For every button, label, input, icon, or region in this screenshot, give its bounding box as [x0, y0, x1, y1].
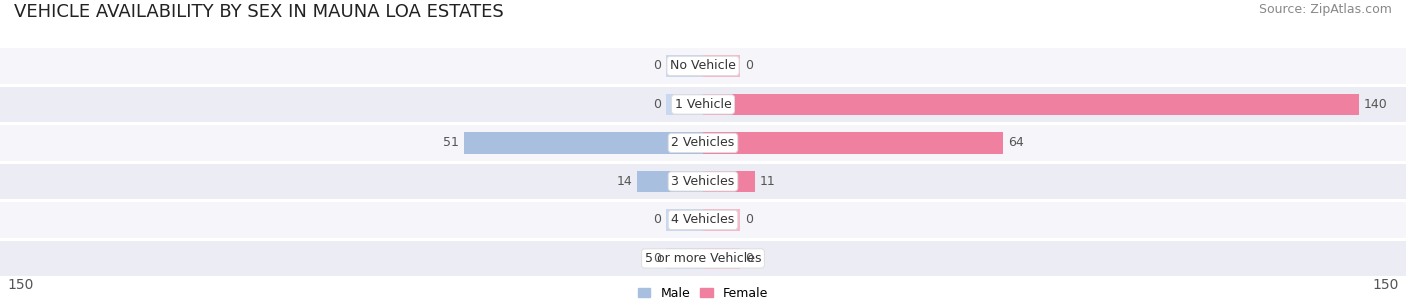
Text: 0: 0 [652, 98, 661, 111]
Bar [0, 87, 1406, 122]
Text: 4 Vehicles: 4 Vehicles [672, 213, 734, 226]
Text: 150: 150 [7, 278, 34, 293]
Bar [665, 209, 703, 230]
Text: 5 or more Vehicles: 5 or more Vehicles [645, 252, 761, 265]
Bar [703, 171, 755, 192]
Text: 3 Vehicles: 3 Vehicles [672, 175, 734, 188]
Text: 51: 51 [443, 136, 460, 149]
Text: 0: 0 [745, 59, 754, 73]
Text: 64: 64 [1008, 136, 1024, 149]
Bar [665, 248, 703, 269]
Text: Source: ZipAtlas.com: Source: ZipAtlas.com [1258, 3, 1392, 16]
Text: 14: 14 [617, 175, 633, 188]
Text: 0: 0 [652, 252, 661, 265]
Bar [703, 132, 1002, 154]
Bar [637, 171, 703, 192]
Bar [703, 209, 741, 230]
Text: 11: 11 [759, 175, 775, 188]
Legend: Male, Female: Male, Female [638, 287, 768, 300]
Bar [665, 94, 703, 115]
Text: 0: 0 [652, 59, 661, 73]
Text: No Vehicle: No Vehicle [671, 59, 735, 73]
Text: 150: 150 [1372, 278, 1399, 293]
Bar [0, 125, 1406, 161]
Bar [0, 164, 1406, 199]
Text: 0: 0 [745, 213, 754, 226]
Text: 0: 0 [652, 213, 661, 226]
Bar [703, 94, 1360, 115]
Text: 1 Vehicle: 1 Vehicle [675, 98, 731, 111]
Bar [665, 55, 703, 76]
Text: 140: 140 [1364, 98, 1388, 111]
Text: VEHICLE AVAILABILITY BY SEX IN MAUNA LOA ESTATES: VEHICLE AVAILABILITY BY SEX IN MAUNA LOA… [14, 3, 503, 21]
Text: 0: 0 [745, 252, 754, 265]
Bar [464, 132, 703, 154]
Text: 2 Vehicles: 2 Vehicles [672, 136, 734, 149]
Bar [703, 55, 741, 76]
Bar [703, 248, 741, 269]
Bar [0, 48, 1406, 84]
Bar [0, 202, 1406, 238]
Bar [0, 241, 1406, 276]
